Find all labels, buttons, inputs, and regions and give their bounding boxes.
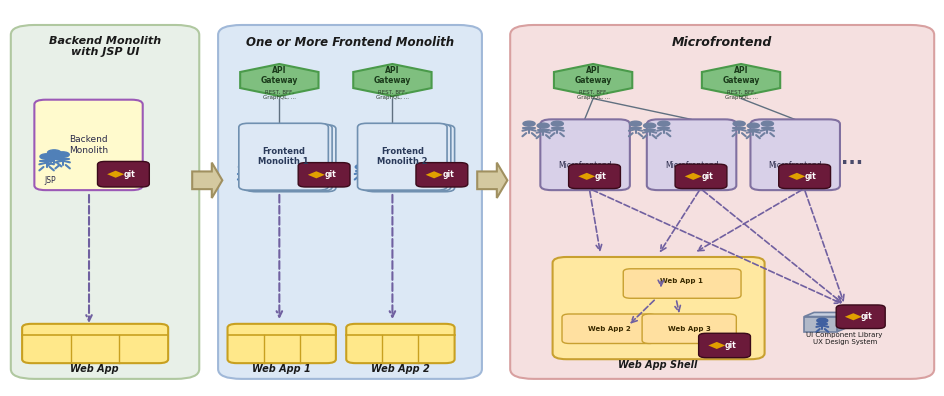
Text: One or More Frontend Monolith: One or More Frontend Monolith: [245, 36, 454, 49]
FancyBboxPatch shape: [750, 119, 839, 190]
Text: git: git: [594, 172, 606, 181]
Circle shape: [368, 162, 380, 168]
FancyBboxPatch shape: [778, 164, 830, 188]
Circle shape: [47, 150, 60, 155]
Circle shape: [56, 152, 69, 157]
FancyBboxPatch shape: [835, 305, 885, 329]
Text: git: git: [124, 170, 135, 179]
Text: git: git: [700, 172, 713, 181]
Text: Frontend
Monolith 1: Frontend Monolith 1: [258, 147, 309, 166]
Text: Web App 1: Web App 1: [660, 278, 702, 284]
FancyBboxPatch shape: [239, 123, 328, 190]
Text: API
Gateway: API Gateway: [373, 66, 411, 85]
Text: Web App: Web App: [70, 364, 119, 374]
Circle shape: [747, 123, 759, 128]
Polygon shape: [844, 313, 861, 320]
Circle shape: [355, 164, 367, 169]
FancyBboxPatch shape: [568, 164, 620, 188]
FancyBboxPatch shape: [97, 162, 149, 187]
Polygon shape: [353, 64, 431, 96]
Text: JSP: JSP: [44, 176, 56, 185]
Polygon shape: [107, 171, 124, 178]
Text: Frontend
Monolith 2: Frontend Monolith 2: [377, 147, 428, 166]
Text: git: git: [804, 172, 816, 181]
Text: API
Gateway: API Gateway: [261, 66, 297, 85]
Circle shape: [629, 121, 641, 126]
FancyBboxPatch shape: [357, 123, 447, 190]
Text: API
Gateway: API Gateway: [574, 66, 611, 85]
Text: Web App 3: Web App 3: [667, 326, 710, 332]
Text: Microfrontend: Microfrontend: [664, 161, 717, 170]
Text: Web App 2: Web App 2: [587, 326, 630, 332]
Polygon shape: [553, 64, 632, 96]
Text: Microfrontend: Microfrontend: [558, 161, 612, 170]
Polygon shape: [803, 312, 846, 316]
Text: Microfrontend: Microfrontend: [767, 161, 821, 170]
Polygon shape: [578, 173, 595, 180]
Circle shape: [40, 154, 53, 159]
Text: Backend
Monolith: Backend Monolith: [69, 135, 108, 154]
FancyBboxPatch shape: [34, 100, 143, 190]
Polygon shape: [477, 163, 507, 198]
Circle shape: [251, 162, 263, 168]
Text: Microfrontend: Microfrontend: [671, 36, 771, 49]
Text: REST, BFF,
GraphQL, ...: REST, BFF, GraphQL, ...: [262, 89, 295, 100]
FancyBboxPatch shape: [346, 324, 454, 363]
FancyBboxPatch shape: [22, 324, 168, 363]
FancyBboxPatch shape: [246, 125, 335, 192]
Polygon shape: [240, 64, 318, 96]
Text: REST, BFF,
GraphQL, ...: REST, BFF, GraphQL, ...: [376, 89, 409, 100]
FancyBboxPatch shape: [510, 25, 934, 379]
FancyBboxPatch shape: [646, 119, 735, 190]
Text: Web App 2: Web App 2: [370, 364, 429, 374]
Circle shape: [657, 121, 669, 126]
Polygon shape: [787, 173, 804, 180]
FancyBboxPatch shape: [361, 124, 450, 191]
FancyBboxPatch shape: [803, 316, 836, 332]
FancyBboxPatch shape: [674, 164, 726, 188]
Polygon shape: [701, 64, 780, 96]
Text: Web App Shell: Web App Shell: [617, 360, 697, 370]
Text: ...: ...: [840, 149, 863, 168]
Circle shape: [550, 121, 563, 126]
FancyBboxPatch shape: [698, 333, 750, 358]
Circle shape: [816, 318, 827, 323]
Polygon shape: [308, 171, 325, 178]
Text: UI Component Library
UX Design System: UI Component Library UX Design System: [805, 332, 882, 345]
Polygon shape: [425, 171, 442, 178]
Text: Backend Monolith
with JSP UI: Backend Monolith with JSP UI: [49, 36, 160, 57]
Text: API
Gateway: API Gateway: [721, 66, 759, 85]
Polygon shape: [708, 342, 724, 349]
Text: git: git: [724, 341, 736, 350]
FancyBboxPatch shape: [298, 163, 349, 187]
Text: REST, BFF,
GraphQL, ...: REST, BFF, GraphQL, ...: [724, 89, 757, 100]
FancyBboxPatch shape: [10, 25, 199, 379]
Circle shape: [536, 123, 548, 128]
FancyBboxPatch shape: [228, 324, 335, 363]
FancyBboxPatch shape: [641, 314, 735, 343]
FancyBboxPatch shape: [623, 269, 740, 298]
Text: REST, BFF,
GraphQL, ...: REST, BFF, GraphQL, ...: [576, 89, 609, 100]
Text: git: git: [860, 312, 871, 321]
Circle shape: [643, 123, 655, 128]
Polygon shape: [684, 173, 701, 180]
Circle shape: [761, 121, 772, 126]
FancyBboxPatch shape: [562, 314, 655, 343]
FancyBboxPatch shape: [552, 257, 764, 359]
Circle shape: [238, 164, 250, 169]
FancyBboxPatch shape: [364, 125, 454, 192]
Text: git: git: [442, 170, 453, 179]
Circle shape: [522, 121, 534, 126]
FancyBboxPatch shape: [218, 25, 481, 379]
Text: git: git: [324, 170, 336, 179]
Polygon shape: [836, 312, 846, 332]
FancyBboxPatch shape: [540, 119, 630, 190]
Circle shape: [733, 121, 745, 126]
Polygon shape: [192, 163, 222, 198]
FancyBboxPatch shape: [415, 163, 467, 187]
FancyBboxPatch shape: [243, 124, 331, 191]
Text: Web App 1: Web App 1: [252, 364, 311, 374]
